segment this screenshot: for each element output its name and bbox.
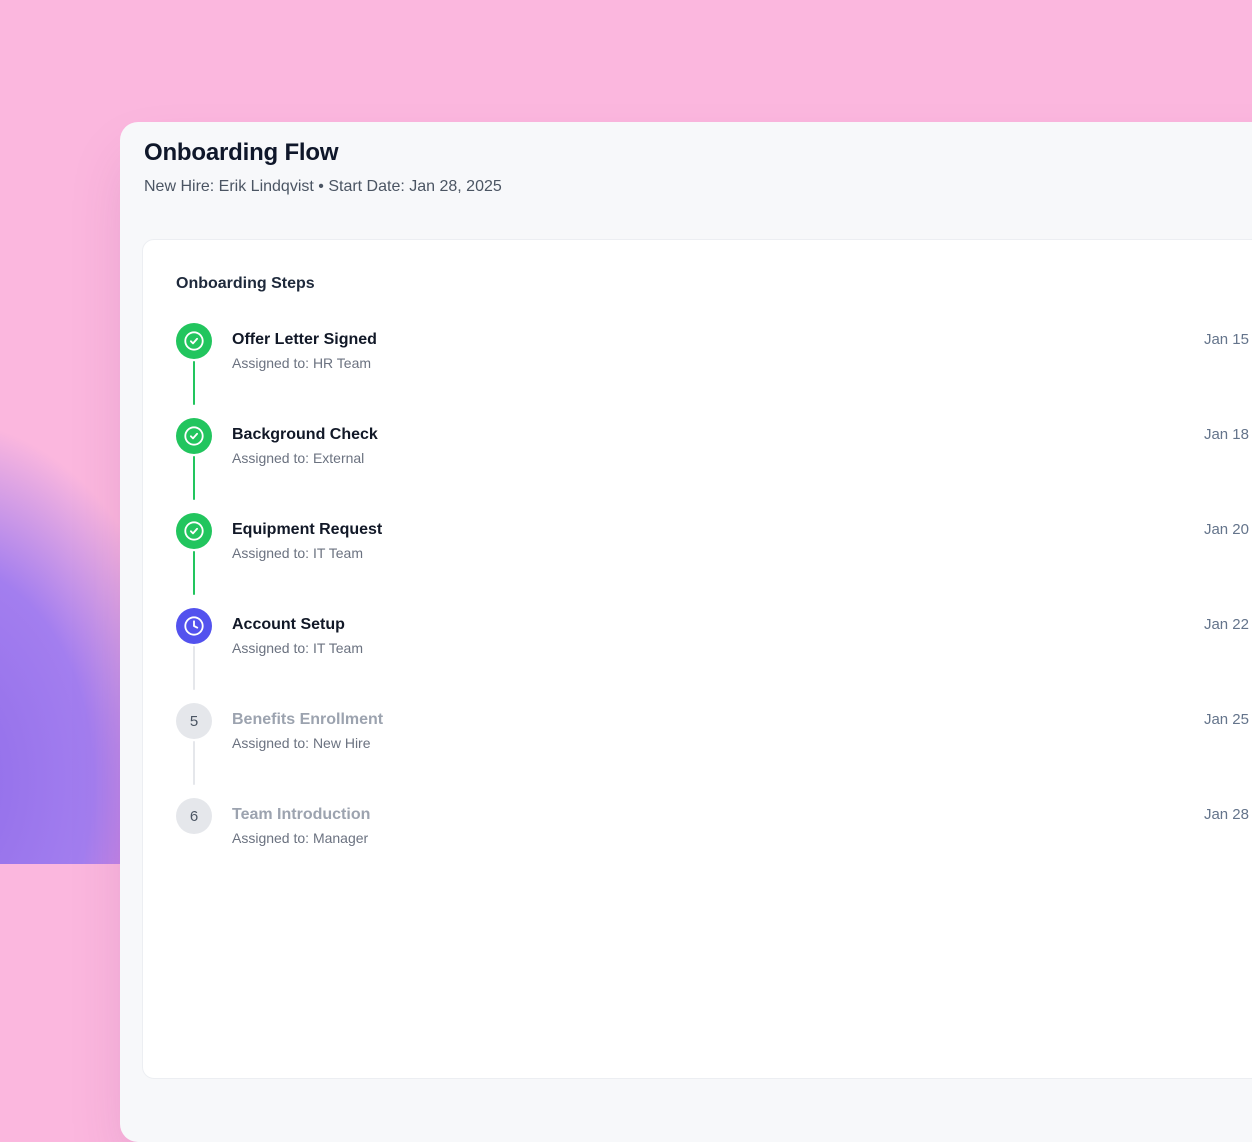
- step-marker-column: [176, 418, 212, 500]
- step-connector: [193, 741, 195, 785]
- onboarding-window: Onboarding Flow New Hire: Erik Lindqvist…: [120, 122, 1252, 1142]
- step-date: Jan 25: [1203, 711, 1249, 728]
- steps-list: Offer Letter Signed Assigned to: HR Team…: [176, 323, 1249, 893]
- step-marker-column: 5: [176, 703, 212, 785]
- step-number-badge: 5: [176, 703, 212, 739]
- step-assignee: Assigned to: IT Team: [232, 640, 363, 656]
- onboarding-steps-card: Onboarding Steps Offer Letter Signed Ass…: [142, 239, 1252, 1079]
- check-circle-icon: [176, 323, 212, 359]
- step-title: Account Setup: [232, 616, 345, 633]
- step-text: Team Introduction Assigned to: Manager: [232, 798, 370, 848]
- step-text: Offer Letter Signed Assigned to: HR Team: [232, 323, 377, 373]
- step-date: Jan 18: [1203, 426, 1249, 443]
- step-row[interactable]: Account Setup Assigned to: IT Team Jan 2…: [176, 608, 1249, 703]
- step-title: Background Check: [232, 426, 378, 443]
- step-connector: [193, 456, 195, 500]
- step-assignee: Assigned to: IT Team: [232, 545, 363, 561]
- step-date: Jan 15: [1203, 331, 1249, 348]
- check-circle-icon: [176, 513, 212, 549]
- step-row[interactable]: Equipment Request Assigned to: IT Team J…: [176, 513, 1249, 608]
- check-circle-icon: [176, 418, 212, 454]
- step-title: Equipment Request: [232, 521, 383, 538]
- step-marker-column: 6: [176, 798, 212, 834]
- step-date: Jan 28: [1203, 806, 1249, 823]
- clock-icon: [176, 608, 212, 644]
- step-assignee: Assigned to: External: [232, 450, 365, 466]
- step-text: Benefits Enrollment Assigned to: New Hir…: [232, 703, 383, 753]
- step-connector: [193, 551, 195, 595]
- step-marker-column: [176, 608, 212, 690]
- step-marker-column: [176, 513, 212, 595]
- step-assignee: Assigned to: Manager: [232, 830, 369, 846]
- page-subtitle: New Hire: Erik Lindqvist • Start Date: J…: [144, 178, 502, 195]
- window-header: Onboarding Flow New Hire: Erik Lindqvist…: [120, 122, 1252, 198]
- step-row[interactable]: Background Check Assigned to: External J…: [176, 418, 1249, 513]
- step-row[interactable]: 6 Team Introduction Assigned to: Manager…: [176, 798, 1249, 893]
- step-marker-column: [176, 323, 212, 405]
- step-date: Jan 20: [1203, 521, 1249, 538]
- step-assignee: Assigned to: New Hire: [232, 735, 371, 751]
- step-text: Background Check Assigned to: External: [232, 418, 378, 468]
- step-row[interactable]: Offer Letter Signed Assigned to: HR Team…: [176, 323, 1249, 418]
- step-title: Team Introduction: [232, 806, 371, 823]
- step-title: Benefits Enrollment: [232, 711, 384, 728]
- step-assignee: Assigned to: HR Team: [232, 355, 372, 371]
- steps-card-heading: Onboarding Steps: [176, 275, 315, 292]
- step-date: Jan 22: [1203, 616, 1249, 633]
- step-connector: [193, 361, 195, 405]
- page-title: Onboarding Flow: [144, 139, 339, 166]
- step-row[interactable]: 5 Benefits Enrollment Assigned to: New H…: [176, 703, 1249, 798]
- step-number-badge: 6: [176, 798, 212, 834]
- step-text: Equipment Request Assigned to: IT Team: [232, 513, 382, 563]
- step-title: Offer Letter Signed: [232, 331, 377, 348]
- step-connector: [193, 646, 195, 690]
- step-text: Account Setup Assigned to: IT Team: [232, 608, 363, 658]
